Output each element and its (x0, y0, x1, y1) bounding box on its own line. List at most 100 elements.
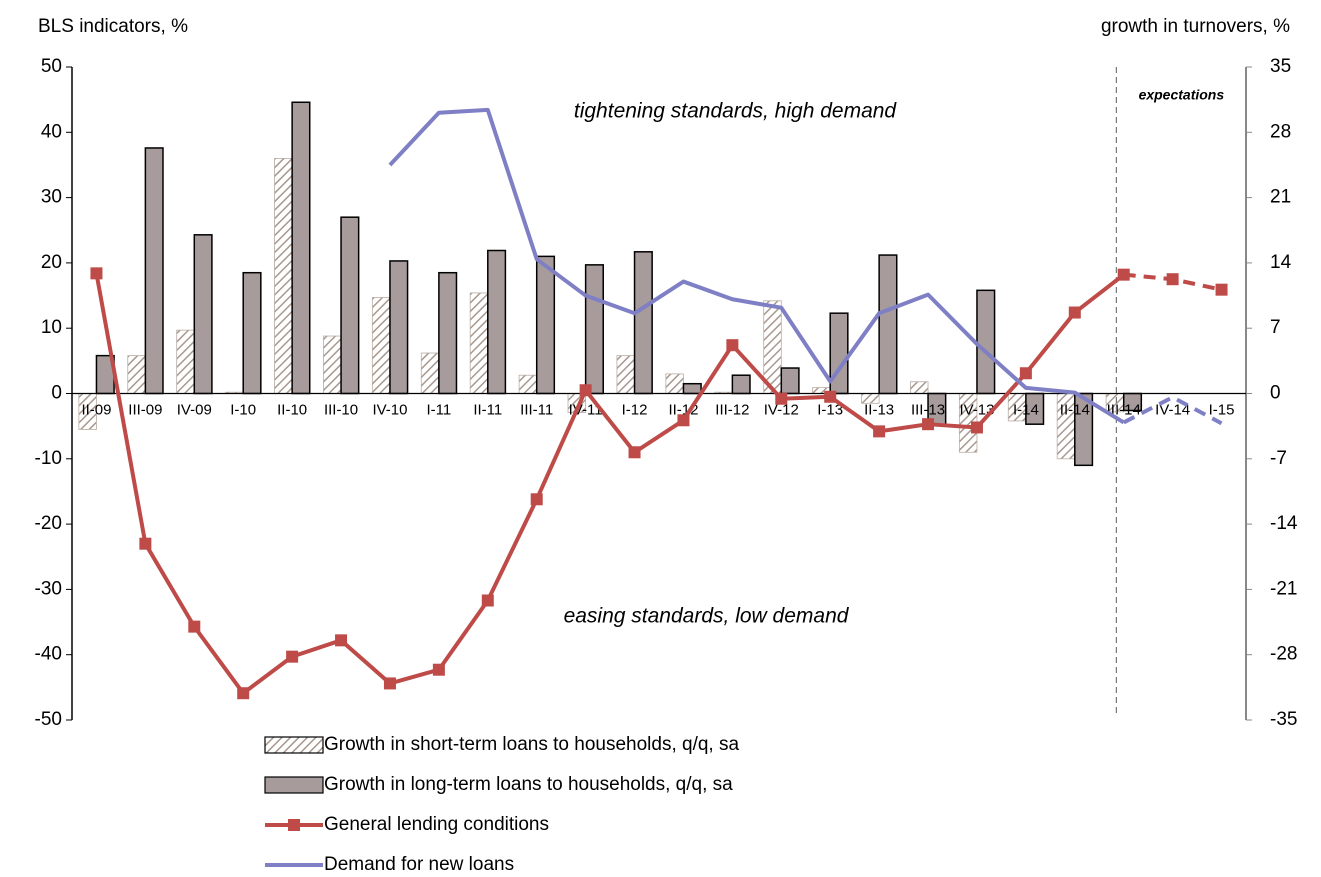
y-tick-label: 50 (41, 56, 62, 77)
y2-axis-label: growth in turnovers, % (1101, 16, 1290, 37)
x-tick-label: III-13 (911, 401, 945, 418)
marker (970, 421, 983, 434)
bar (518, 374, 538, 394)
marker (383, 677, 396, 690)
bar (910, 381, 929, 394)
annotation: easing standards, low demand (564, 605, 850, 628)
bar (291, 101, 311, 395)
x-tick-label: I-15 (1209, 401, 1235, 418)
x-tick-label: I-13 (817, 401, 843, 418)
bar (371, 297, 391, 394)
legend-label: Growth in long-term loans to households,… (324, 774, 733, 795)
annotation: tightening standards, high demand (574, 100, 898, 123)
x-tick-label: I-10 (230, 401, 256, 418)
x-tick-label: III-14 (1107, 401, 1141, 418)
y2-tick-label: -28 (1270, 644, 1297, 665)
marker (579, 384, 592, 397)
line (94, 272, 1125, 696)
x-tick-label: I-11 (427, 401, 452, 418)
marker (237, 687, 250, 700)
y2-tick-label: -21 (1270, 578, 1297, 599)
bar (633, 251, 653, 395)
y2-tick-label: 14 (1270, 252, 1292, 273)
x-tick-label: III-12 (715, 401, 749, 418)
x-tick-label: III-10 (324, 401, 358, 418)
bar (665, 373, 684, 394)
marker (824, 390, 837, 403)
y2-tick-label: 0 (1270, 383, 1281, 404)
bar (487, 249, 507, 395)
x-tick-label: IV-12 (764, 401, 799, 418)
y-tick-label: 40 (41, 121, 62, 142)
y2-tick-label: -7 (1270, 448, 1287, 469)
y-tick-label: -10 (35, 448, 62, 469)
y-tick-label: 0 (51, 383, 62, 404)
y2-tick-label: 7 (1270, 317, 1281, 338)
line (1122, 395, 1223, 426)
marker (1215, 283, 1228, 296)
x-tick-label: II-10 (277, 401, 307, 418)
y2-tick-label: -35 (1270, 709, 1297, 730)
legend-swatch (264, 776, 324, 794)
x-tick-label: II-14 (1060, 401, 1090, 418)
legend-label: Demand for new loans (324, 854, 514, 875)
y-axis-label: BLS indicators, % (38, 16, 188, 37)
bar (193, 234, 213, 395)
marker (1117, 268, 1130, 281)
x-tick-label: II-13 (864, 401, 894, 418)
y-tick-label: -50 (35, 709, 62, 730)
bar (274, 158, 293, 394)
marker (775, 392, 788, 405)
bar (535, 255, 556, 395)
marker (90, 267, 103, 280)
bar (176, 329, 195, 394)
bar (829, 312, 849, 395)
annotation: expectations (1139, 87, 1225, 103)
marker (286, 650, 299, 663)
x-tick-label: II-09 (81, 401, 111, 418)
y-tick-label: 10 (41, 317, 62, 338)
y-tick-label: -30 (35, 578, 62, 599)
bar (438, 271, 458, 395)
bar (323, 335, 342, 394)
y-tick-label: -40 (35, 644, 62, 665)
marker (432, 663, 445, 676)
marker (1019, 367, 1032, 380)
x-tick-label: IV-13 (959, 401, 994, 418)
bar (144, 147, 164, 395)
bar (616, 355, 635, 394)
y2-tick-label: -14 (1270, 513, 1298, 534)
marker (188, 620, 201, 633)
legend-label: General lending conditions (324, 814, 549, 835)
bar (469, 292, 489, 394)
x-tick-label: IV-14 (1155, 401, 1190, 418)
legend-label: Growth in short-term loans to households… (324, 734, 739, 755)
legend-swatch (264, 736, 324, 754)
bar (420, 352, 440, 394)
y-tick-label: 20 (41, 252, 62, 273)
x-tick-label: IV-09 (177, 401, 212, 418)
y2-tick-label: 21 (1270, 187, 1291, 208)
x-tick-label: I-12 (622, 401, 648, 418)
marker (677, 414, 690, 427)
y2-tick-label: 35 (1270, 56, 1291, 77)
marker (1068, 306, 1081, 319)
bar (584, 264, 604, 395)
marker (628, 446, 641, 459)
bar (242, 271, 262, 395)
marker (922, 418, 935, 431)
y-tick-label: -20 (35, 513, 62, 534)
marker (1166, 273, 1179, 286)
bar (340, 216, 360, 395)
marker (726, 339, 739, 352)
marker (139, 537, 152, 550)
bar (731, 374, 751, 395)
bar (389, 260, 409, 395)
line (388, 107, 1125, 425)
y-tick-label: 30 (41, 187, 62, 208)
bar (976, 289, 996, 395)
bar (878, 254, 898, 395)
y2-tick-label: 28 (1270, 121, 1291, 142)
bar (780, 367, 800, 395)
